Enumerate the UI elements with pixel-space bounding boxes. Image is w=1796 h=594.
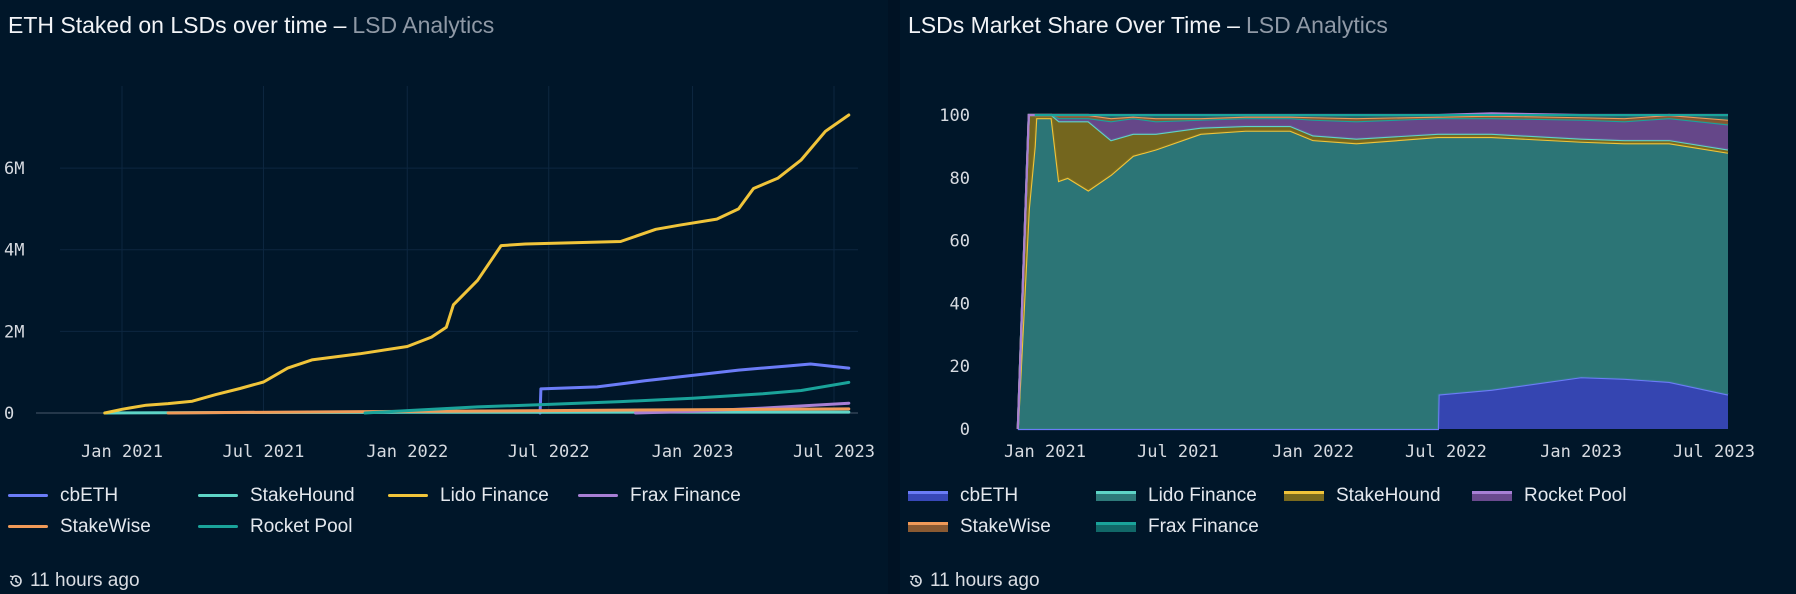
legend-swatch <box>908 490 948 501</box>
x-tick-label: Jul 2023 <box>1673 442 1755 462</box>
last-updated-text: 11 hours ago <box>930 570 1040 591</box>
x-tick-label: Jan 2023 <box>652 442 734 462</box>
legend-swatch <box>1096 521 1136 532</box>
title-separator: – <box>333 12 347 38</box>
chart-subtitle[interactable]: LSD Analytics <box>1245 12 1388 38</box>
series-line-stakewise[interactable] <box>166 407 851 415</box>
legend-item-frax-finance[interactable]: Frax Finance <box>578 480 768 511</box>
panel-title: ETH Staked on LSDs over time – LSD Analyti… <box>8 12 494 39</box>
series-area-stakehound[interactable] <box>1017 115 1728 429</box>
y-tick-label: 20 <box>950 357 970 377</box>
legend-item-cbeth[interactable]: cbETH <box>8 480 198 511</box>
last-updated-text: 11 hours ago <box>30 570 140 591</box>
legend-item-stakehound[interactable]: StakeHound <box>198 480 388 511</box>
legend-swatch <box>388 494 428 497</box>
x-tick-label: Jan 2021 <box>1004 442 1086 462</box>
legend-item-rocket-pool[interactable]: Rocket Pool <box>198 511 388 542</box>
legend-label: Rocket Pool <box>250 515 353 537</box>
chart-legend: cbETH StakeHound Lido Finance Frax Finance S… <box>8 480 868 542</box>
chart-legend: cbETH Lido Finance StakeHound Rocket Pool St… <box>908 480 1768 542</box>
legend-item-stakehound[interactable]: StakeHound <box>1284 480 1472 511</box>
panel-eth-staked: ETH Staked on LSDs over time – LSD Analyti… <box>0 0 888 594</box>
legend-swatch <box>1472 490 1512 501</box>
legend-item-stakewise[interactable]: StakeWise <box>8 511 198 542</box>
y-tick-label: 0 <box>960 420 970 440</box>
chart-subtitle[interactable]: LSD Analytics <box>352 12 495 38</box>
series-area-cbeth[interactable] <box>1017 377 1728 429</box>
x-tick-label: Jan 2023 <box>1540 442 1622 462</box>
legend-swatch <box>8 494 48 497</box>
series-area-lido-finance[interactable] <box>1017 118 1728 429</box>
chart-title[interactable]: ETH Staked on LSDs over time <box>8 12 328 38</box>
panel-title: LSDs Market Share Over Time – LSD Analytic… <box>908 12 1388 39</box>
title-separator: – <box>1227 12 1240 38</box>
legend-item-lido-finance[interactable]: Lido Finance <box>1096 480 1284 511</box>
legend-label: cbETH <box>60 484 119 506</box>
y-tick-label: 40 <box>950 294 970 314</box>
legend-swatch <box>908 521 948 532</box>
legend-label: Lido Finance <box>440 484 549 506</box>
x-tick-label: Jul 2021 <box>223 442 305 462</box>
x-tick-label: Jan 2021 <box>81 442 163 462</box>
y-tick-label: 2M <box>4 322 24 342</box>
y-tick-label: 0 <box>4 404 14 424</box>
legend-label: Rocket Pool <box>1524 484 1627 506</box>
history-clock-icon <box>909 575 922 587</box>
series-line-rocket-pool[interactable] <box>363 380 851 415</box>
series-line-lido-finance[interactable] <box>103 113 851 415</box>
last-updated: 11 hours ago <box>908 570 1040 592</box>
x-tick-label: Jul 2022 <box>508 442 590 462</box>
last-updated: 11 hours ago <box>8 570 140 592</box>
y-tick-label: 6M <box>4 159 24 179</box>
legend-label: StakeHound <box>1336 484 1441 506</box>
legend-item-cbeth[interactable]: cbETH <box>908 480 1096 511</box>
legend-swatch <box>198 494 238 497</box>
panel-market-share: LSDs Market Share Over Time – LSD Analytic… <box>900 0 1796 594</box>
x-tick-label: Jan 2022 <box>1272 442 1354 462</box>
legend-label: Lido Finance <box>1148 484 1257 506</box>
legend-swatch <box>198 525 238 528</box>
legend-swatch <box>578 494 618 497</box>
y-tick-label: 4M <box>4 241 24 261</box>
legend-label: Frax Finance <box>1148 515 1259 537</box>
chart-title[interactable]: LSDs Market Share Over Time <box>908 12 1222 38</box>
x-tick-label: Jul 2023 <box>793 442 875 462</box>
x-tick-label: Jul 2021 <box>1137 442 1219 462</box>
series-line-cbeth[interactable] <box>538 362 851 415</box>
legend-label: Frax Finance <box>630 484 741 506</box>
legend-label: StakeWise <box>60 515 151 537</box>
legend-swatch <box>1284 490 1324 501</box>
legend-swatch <box>1096 490 1136 501</box>
legend-item-lido-finance[interactable]: Lido Finance <box>388 480 578 511</box>
y-tick-label: 100 <box>939 106 970 126</box>
panel-divider <box>888 0 900 594</box>
legend-item-rocket-pool[interactable]: Rocket Pool <box>1472 480 1660 511</box>
x-tick-label: Jul 2022 <box>1405 442 1487 462</box>
history-clock-icon <box>9 575 22 587</box>
legend-label: cbETH <box>960 484 1019 506</box>
legend-label: StakeHound <box>250 484 355 506</box>
legend-item-frax-finance[interactable]: Frax Finance <box>1096 511 1284 542</box>
legend-label: StakeWise <box>960 515 1051 537</box>
y-tick-label: 80 <box>950 169 970 189</box>
x-tick-label: Jan 2022 <box>366 442 448 462</box>
market-share-area-chart[interactable]: 0 20 40 60 80 100 Jan 2021 Jul 2021 Jan 2022 Jul … <box>900 0 1796 470</box>
eth-staked-line-chart[interactable]: 0 2M 4M 6M Jan 2021 Jul 2021 Jan 2022 Jul 2022 J… <box>0 0 888 470</box>
y-tick-label: 60 <box>950 232 970 252</box>
legend-swatch <box>8 525 48 528</box>
legend-item-stakewise[interactable]: StakeWise <box>908 511 1096 542</box>
